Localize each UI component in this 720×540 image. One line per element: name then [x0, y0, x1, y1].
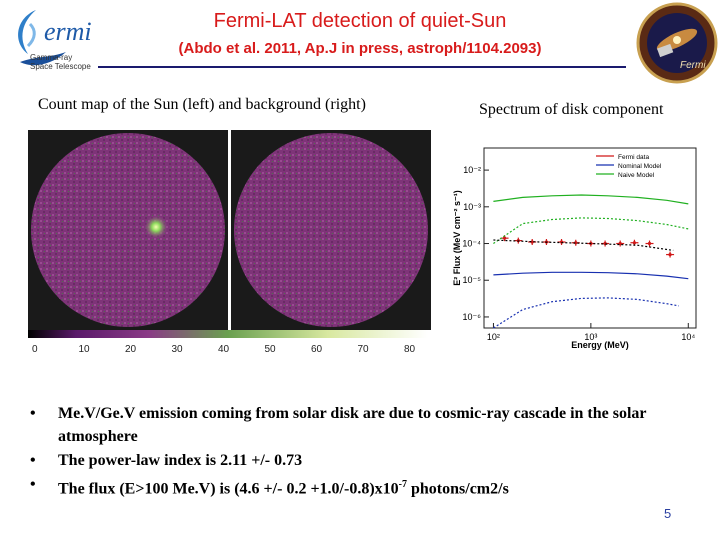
colorbar-ticks: 0 10 20 30 40 50 60 70 80 [32, 344, 416, 355]
bullet-item: • Me.V/Ge.V emission coming from solar di… [30, 402, 690, 448]
y-tick-label: 10⁻² [463, 165, 481, 175]
fermi-logo: ermi Gamma-ray Space Telescope [18, 10, 92, 71]
y-tick-label: 10⁻⁴ [462, 239, 481, 249]
x-tick-label: 10⁴ [681, 332, 695, 342]
dotted-green-line [493, 217, 689, 244]
page-subtitle: (Abdo et al. 2011, Ap.J in press, astrop… [178, 40, 542, 57]
y-tick-label: 10⁻³ [463, 202, 481, 212]
legend-naive-model: Naive Model [618, 172, 655, 179]
legend-nominal-model: Nominal Model [618, 163, 662, 170]
bullet-item: • The power-law index is 2.11 +/- 0.73 [30, 449, 690, 472]
nominal-model-line [493, 271, 689, 280]
x-axis-label: Energy (MeV) [571, 340, 629, 350]
sun-count-map [31, 133, 225, 327]
bullet-symbol: • [30, 405, 36, 422]
colorbar [28, 330, 428, 338]
fermi-mission-patch-icon: Fermi [636, 2, 718, 84]
bullet-text-pre: The flux (E>100 Me.V) is (4.6 +/- 0.2 +1… [58, 480, 399, 498]
x-tick-label: 10² [487, 332, 500, 342]
fermi-data-marker [632, 241, 637, 245]
colorbar-tick-label: 40 [218, 344, 230, 355]
colorbar-tick-label: 80 [404, 344, 416, 355]
y-axis-label: E² Flux (MeV cm⁻² s⁻¹) [452, 190, 462, 286]
patch-label: Fermi [680, 60, 706, 71]
y-tick-label: 10⁻⁶ [463, 312, 482, 322]
legend-fermi-data: Fermi data [618, 154, 649, 161]
y-tick-label: 10⁻⁵ [463, 275, 482, 285]
spectrum-chart: 10² 10³ 10⁴ 10⁻² 10⁻³ 10⁻⁴ 10⁻⁵ 10⁻⁶ Energy (MeV… [440, 138, 710, 350]
fermi-data-marker [668, 252, 672, 257]
bullet-exponent: -7 [398, 479, 407, 490]
bullet-list: • Me.V/Ge.V emission coming from solar di… [30, 402, 690, 501]
colorbar-tick-label: 50 [265, 344, 277, 355]
bullet-text: The power-law index is 2.11 +/- 0.73 [58, 452, 303, 469]
bullet-text: Me.V/Ge.V emission coming from solar dis… [58, 405, 647, 445]
colorbar-tick-label: 20 [125, 344, 137, 355]
bullet-text-post: photons/cm2/s [407, 480, 509, 498]
fermi-swirl-icon [18, 10, 66, 66]
colorbar-tick-label: 30 [172, 344, 184, 355]
fermi-data-marker [647, 241, 652, 246]
colorbar-tick-label: 10 [79, 344, 91, 355]
figure-right-caption: Spectrum of disk component [479, 101, 664, 118]
colorbar-tick-label: 70 [358, 344, 370, 355]
bullet-symbol: • [30, 452, 36, 469]
logo-line-2: Space Telescope [30, 62, 91, 71]
fermi-data-marker [530, 240, 534, 244]
title-divider [98, 66, 626, 68]
figure-left-caption: Count map of the Sun (left) and backgrou… [38, 96, 366, 113]
plot-frame [483, 147, 697, 329]
colorbar-tick-label: 60 [311, 344, 323, 355]
background-count-map [234, 133, 428, 327]
bullet-item: • The flux (E>100 Me.V) is (4.6 +/- 0.2 +… [30, 473, 690, 500]
logo-line-1: Gamma-ray [30, 53, 72, 62]
page-number: 5 [664, 506, 672, 521]
fermi-data-marker [502, 236, 507, 240]
fermi-data-marker [618, 241, 622, 246]
fermi-wordmark: ermi [44, 17, 92, 46]
x-tick-label: 10³ [584, 332, 597, 342]
count-map-figure: 0 10 20 30 40 50 60 70 80 [28, 130, 438, 355]
colorbar-tick-label: 0 [32, 344, 38, 355]
dotted-black-line [493, 239, 674, 251]
naive-model-line [493, 194, 689, 205]
page-title: Fermi-LAT detection of quiet-Sun [213, 10, 507, 32]
bullet-symbol: • [30, 476, 36, 493]
